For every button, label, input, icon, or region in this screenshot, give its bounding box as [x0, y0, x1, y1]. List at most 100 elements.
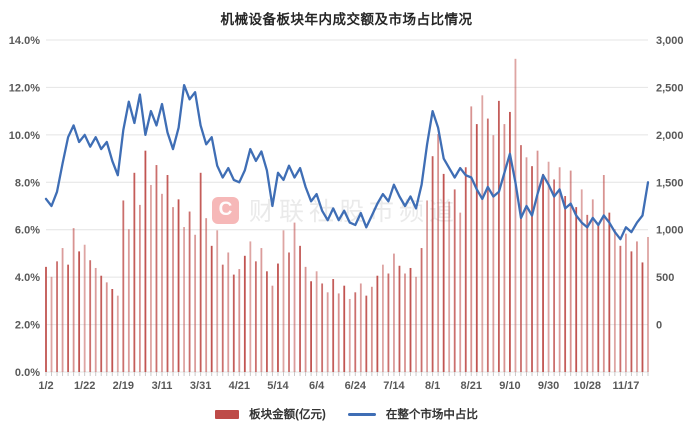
amount-bar: [166, 175, 169, 372]
amount-bar: [116, 295, 119, 372]
x-axis-tick-label: 1/22: [74, 380, 95, 392]
amount-bar: [475, 124, 478, 373]
left-axis-tick-label: 2.0%: [15, 320, 40, 332]
x-axis-tick-label: 9/30: [538, 380, 559, 392]
left-axis-tick-label: 4.0%: [15, 272, 40, 284]
amount-bar: [310, 281, 313, 372]
x-axis-tick-label: 9/10: [499, 380, 520, 392]
amount-bar: [591, 199, 594, 372]
amount-bar: [133, 172, 136, 372]
amount-bar: [426, 200, 428, 372]
amount-bar: [61, 248, 64, 372]
market-share-line: [44, 83, 650, 241]
x-axis-tick-label: 11/17: [612, 380, 639, 392]
amount-bar: [404, 273, 406, 372]
amount-bar: [249, 241, 252, 372]
amount-bar: [172, 207, 174, 372]
amount-bar: [354, 292, 357, 372]
amount-bar: [216, 230, 219, 372]
chart-legend: 板块金额(亿元) 在整个市场中占比: [0, 406, 693, 422]
amount-bar: [597, 223, 600, 372]
amount-bar: [122, 200, 125, 372]
amount-bar: [138, 204, 141, 372]
amount-bar: [89, 260, 92, 372]
amount-bar: [625, 233, 627, 372]
amount-bar: [72, 228, 75, 372]
amount-bar: [161, 193, 163, 372]
amount-bar: [575, 207, 578, 372]
watermark-text: 财联社股市频道: [249, 198, 460, 226]
left-axis-tick-label: 12.0%: [9, 82, 40, 94]
amount-bar: [194, 234, 197, 372]
amount-bar: [542, 173, 544, 372]
amount-bar: [105, 282, 108, 372]
x-axis-tick-label: 2/19: [113, 380, 134, 392]
amount-bar: [299, 245, 301, 372]
amount-bar: [277, 263, 279, 372]
amount-bar: [608, 212, 611, 372]
amount-bar: [580, 189, 583, 372]
amount-bar: [67, 264, 69, 372]
amount-bar: [481, 95, 484, 372]
amount-bar: [232, 274, 235, 372]
left-axis-tick-label: 0.0%: [15, 367, 40, 379]
amount-bar: [525, 157, 528, 372]
amount-bar: [641, 262, 644, 372]
bar-legend-label: 板块金额(亿元): [249, 409, 326, 421]
amount-bar: [398, 265, 401, 372]
amount-bar: [586, 214, 589, 372]
amount-bar: [183, 227, 185, 372]
amount-bar: [470, 106, 473, 373]
amount-bar: [260, 248, 263, 372]
amount-bar: [144, 150, 147, 372]
amount-bar: [348, 298, 351, 372]
left-axis-tick-label: 14.0%: [9, 35, 40, 47]
amount-bar: [553, 179, 556, 372]
amount-bar: [531, 166, 533, 372]
amount-bar: [150, 184, 152, 372]
amount-bar: [332, 279, 335, 372]
left-axis-tick-label: 6.0%: [15, 225, 40, 237]
x-axis-tick-label: 8/21: [461, 380, 482, 392]
amount-bar: [486, 118, 489, 372]
line-legend-swatch: [347, 412, 376, 416]
right-axis-tick-label: 1,000: [656, 225, 684, 237]
x-axis-tick-label: 6/24: [345, 380, 367, 392]
x-axis-tick-label: 10/28: [573, 380, 601, 392]
amount-bar: [536, 150, 539, 372]
amount-bar: [155, 165, 158, 372]
amount-bar: [448, 201, 451, 372]
amount-bar: [647, 236, 649, 372]
amount-bar: [459, 212, 462, 372]
x-axis-tick-label: 3/11: [152, 380, 173, 392]
amount-bar: [100, 275, 103, 372]
amount-bar: [564, 196, 567, 372]
amount-bar: [177, 199, 180, 372]
x-axis-tick-label: 3/31: [190, 380, 211, 392]
amount-bar: [210, 245, 213, 372]
amount-bar: [509, 111, 511, 372]
amount-bar: [315, 271, 318, 372]
amount-bar: [288, 252, 290, 372]
amount-bar: [343, 285, 346, 372]
amount-bar: [613, 229, 616, 372]
right-axis-tick-label: 2,000: [656, 130, 684, 142]
amount-bar: [243, 255, 246, 372]
amount-bar: [636, 241, 638, 372]
amount-bar: [50, 276, 53, 372]
amount-bar: [293, 222, 296, 372]
amount-bar: [199, 172, 202, 372]
amount-bar: [365, 295, 368, 372]
amount-bar: [266, 271, 268, 372]
amount-bar: [393, 253, 395, 372]
x-axis-tick-label: 6/4: [309, 380, 325, 392]
amount-bar: [520, 145, 522, 372]
amount-bar: [78, 251, 81, 372]
amount-bar: [376, 275, 379, 372]
right-axis-tick-label: 3,000: [656, 35, 684, 47]
amount-bar: [188, 211, 191, 372]
amount-bar: [271, 285, 274, 372]
amount-bar: [381, 264, 384, 372]
line-legend-label: 在整个市场中占比: [385, 409, 478, 421]
amount-bar: [497, 100, 500, 372]
